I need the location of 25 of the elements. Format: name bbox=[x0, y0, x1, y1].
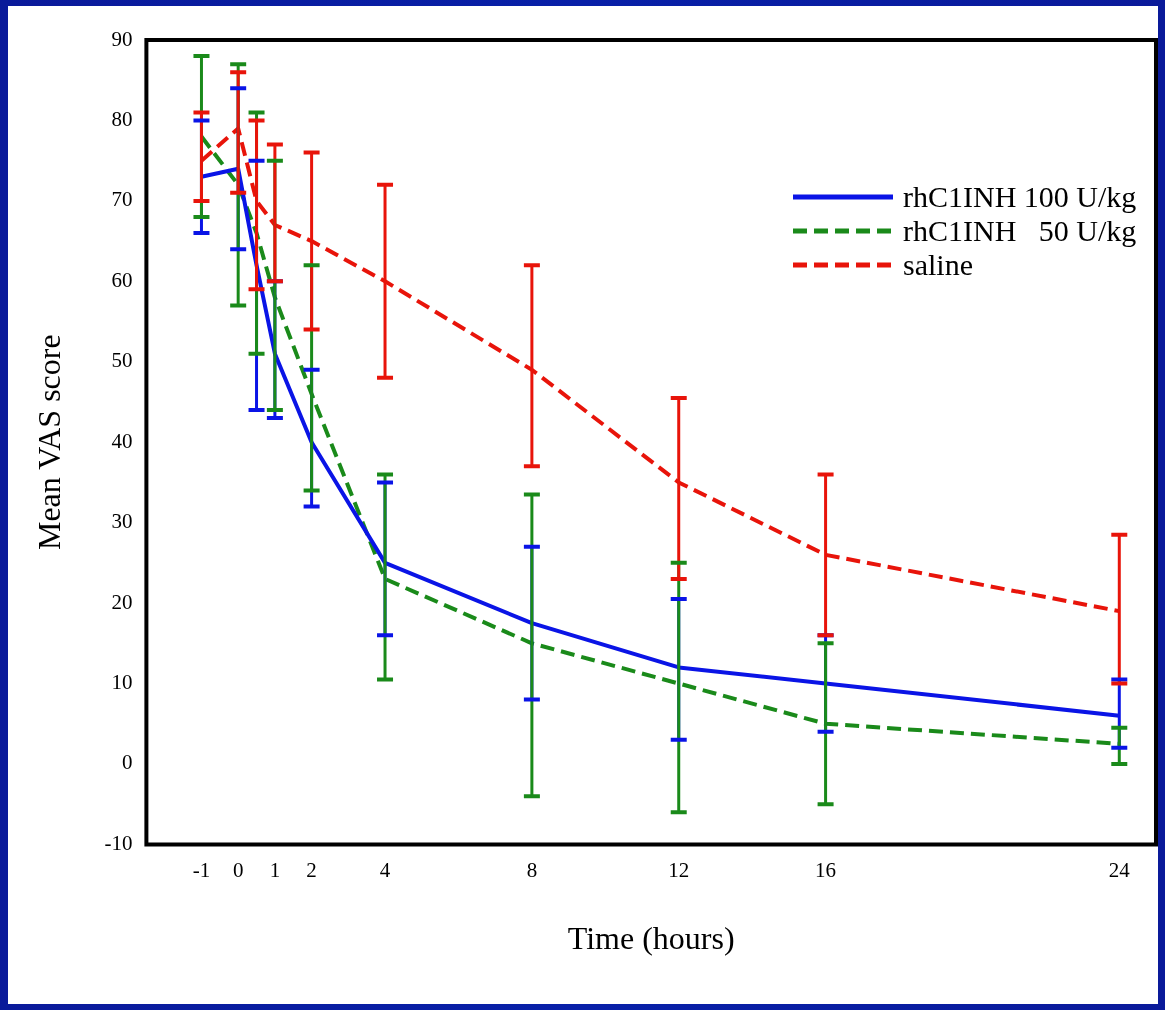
x-tick-label: 16 bbox=[815, 857, 837, 882]
y-tick-label: -10 bbox=[104, 830, 133, 855]
y-axis-title: Mean VAS score bbox=[30, 334, 67, 551]
x-tick-label: 0 bbox=[232, 857, 244, 882]
legend-label: rhC1INH 50 U/kg bbox=[903, 214, 1137, 248]
x-tick-label: 1 bbox=[269, 857, 281, 882]
x-tick-label: 8 bbox=[526, 857, 538, 882]
y-tick-label: 50 bbox=[111, 348, 133, 373]
y-tick-label: 90 bbox=[111, 26, 133, 51]
y-tick-label: 30 bbox=[111, 509, 133, 534]
x-tick-label: 2 bbox=[306, 857, 317, 882]
y-tick-label: 20 bbox=[111, 589, 133, 614]
y-tick-label: 40 bbox=[111, 428, 133, 453]
x-axis-title: Time (hours) bbox=[567, 920, 735, 957]
x-tick-label: 24 bbox=[1108, 857, 1131, 882]
y-tick-label: 70 bbox=[111, 187, 133, 212]
x-tick-label: 12 bbox=[668, 857, 690, 882]
legend-label: rhC1INH 100 U/kg bbox=[903, 180, 1137, 214]
y-tick-label: 10 bbox=[111, 670, 133, 695]
y-tick-label: 60 bbox=[111, 267, 133, 292]
x-tick-label: 4 bbox=[379, 857, 391, 882]
y-tick-label: 80 bbox=[111, 106, 133, 131]
legend-label: saline bbox=[903, 248, 973, 282]
x-tick-label: -1 bbox=[192, 857, 211, 882]
y-tick-label: 0 bbox=[121, 750, 133, 775]
